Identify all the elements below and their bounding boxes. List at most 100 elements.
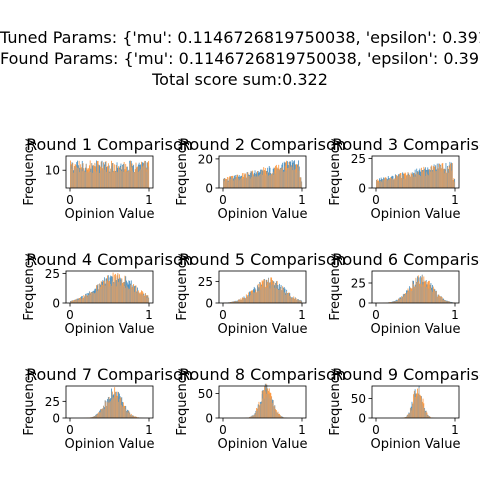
subplot-title: Round 3 Comparison xyxy=(332,135,480,154)
histogram-bar-overlap xyxy=(275,173,276,188)
histogram-bar-overlap xyxy=(127,287,129,303)
histogram-bar-overlap xyxy=(129,413,131,418)
histogram-bar-overlap xyxy=(145,293,146,303)
histogram-bar-overlap xyxy=(137,168,138,188)
histogram-bar-overlap xyxy=(264,279,265,303)
histogram-bar-overlap xyxy=(424,286,426,303)
histogram-bar-overlap xyxy=(298,170,300,188)
histogram-bar-overlap xyxy=(115,398,116,418)
histogram-bar-overlap xyxy=(118,170,120,188)
histogram-bar-overlap xyxy=(417,396,418,418)
histogram-bar-overlap xyxy=(252,415,254,418)
histogram-bar-overlap xyxy=(227,181,229,188)
histogram-bar-overlap xyxy=(239,300,241,303)
subplot-round-6: Round 6 Comparison Opinion Value Frequency… xyxy=(328,250,480,337)
histogram-bar-overlap xyxy=(277,412,279,418)
histogram-bar-overlap xyxy=(285,294,287,303)
histogram-bar-overlap xyxy=(239,177,241,188)
histogram-bar-overlap xyxy=(248,297,250,303)
histogram-bar-overlap xyxy=(452,180,454,188)
histogram-bar-overlap xyxy=(413,174,415,188)
histogram-bar-overlap xyxy=(98,165,100,188)
histogram-bar-overlap xyxy=(106,171,108,188)
histogram-bar-overlap xyxy=(275,169,277,188)
histogram-bar-overlap xyxy=(124,408,126,418)
histogram-bar-overlap xyxy=(422,171,424,188)
histogram-bar-overlap xyxy=(270,279,272,303)
histogram-bar-overlap xyxy=(252,291,254,303)
histogram-bar-overlap xyxy=(404,179,406,188)
histogram-bar-overlap xyxy=(236,175,238,188)
histogram-bar-overlap xyxy=(430,288,432,303)
subplot-title: Round 1 Comparison xyxy=(26,135,193,154)
histogram-bar-overlap xyxy=(282,417,284,418)
histogram-bar-overlap xyxy=(402,178,404,188)
histogram-bar-overlap xyxy=(281,290,283,303)
histogram-bar-overlap xyxy=(258,291,260,303)
histogram-bar-overlap xyxy=(128,170,130,188)
histogram-bar-overlap xyxy=(70,301,72,303)
histogram-bar-overlap xyxy=(89,167,91,188)
histogram-bar-overlap xyxy=(250,416,252,418)
histogram-bar-overlap xyxy=(77,167,78,188)
histogram-bar-overlap xyxy=(293,163,295,188)
histogram-bar-overlap xyxy=(295,172,297,188)
histogram-bar-overlap xyxy=(127,412,129,418)
histogram-bar-overlap xyxy=(409,290,411,303)
histogram-bar-overlap xyxy=(143,294,145,303)
y-axis-label: Frequency xyxy=(175,253,190,320)
histogram-bar-overlap xyxy=(427,174,429,188)
histogram-bar-overlap xyxy=(300,300,302,303)
histogram-bar-overlap xyxy=(145,297,147,303)
histogram-bar-overlap xyxy=(258,406,260,418)
histogram-bar-overlap xyxy=(421,396,422,418)
histogram-bar-overlap xyxy=(110,283,112,303)
histogram-bar-overlap xyxy=(435,171,437,188)
histogram-bar-overlap xyxy=(117,172,119,188)
histogram-bar-overlap xyxy=(135,163,137,188)
histogram-bar-overlap xyxy=(259,283,261,303)
histogram-bar-overlap xyxy=(105,278,107,303)
histogram-bar-overlap xyxy=(283,171,285,188)
histogram-bar-overlap xyxy=(267,287,269,303)
histogram-bar-overlap xyxy=(73,300,75,303)
histogram-bar-overlap xyxy=(423,280,425,303)
histogram-bar-overlap xyxy=(275,283,276,303)
histogram-bar-overlap xyxy=(238,301,239,303)
subplot-round-1: Round 1 Comparison Opinion Value Frequency… xyxy=(22,135,193,222)
histogram-bar-overlap xyxy=(109,279,111,303)
histogram-bar-overlap xyxy=(77,299,78,303)
histogram-bar-overlap xyxy=(111,285,112,303)
histogram-bar-overlap xyxy=(81,299,82,303)
histogram-bar-overlap xyxy=(91,292,93,303)
histogram-bar-overlap xyxy=(413,392,415,418)
histogram-bar-overlap xyxy=(255,411,257,418)
histogram-bar-overlap xyxy=(101,166,103,188)
histogram-bar-overlap xyxy=(434,290,436,303)
histogram-bar-overlap xyxy=(263,398,265,418)
histogram-bar-overlap xyxy=(405,295,407,303)
histogram-bar-overlap xyxy=(106,280,108,303)
histogram-bar-overlap xyxy=(100,288,102,303)
histogram-bar-overlap xyxy=(114,172,116,188)
histogram-bar-overlap xyxy=(142,294,144,303)
x-axis-label: Opinion Value xyxy=(218,207,308,222)
histogram-bar-overlap xyxy=(242,178,244,188)
histogram-bar-overlap xyxy=(112,398,114,418)
histogram-bar-overlap xyxy=(261,287,263,303)
x-tick-label: 1 xyxy=(145,193,153,207)
histogram-bar-overlap xyxy=(273,174,275,188)
histogram-bar-overlap xyxy=(417,174,418,188)
histogram-bar-overlap xyxy=(134,172,136,188)
histogram-bar-overlap xyxy=(391,302,393,303)
histogram-bar-overlap xyxy=(406,415,408,418)
histogram-bar-overlap xyxy=(100,170,101,188)
x-tick-label: 0 xyxy=(66,423,74,437)
histogram-bar-overlap xyxy=(78,164,80,188)
histogram-bar-overlap xyxy=(280,416,282,418)
histogram-bar-overlap xyxy=(108,168,110,188)
histogram-bar-overlap xyxy=(110,169,112,188)
histogram-bar-overlap xyxy=(119,280,121,303)
histogram-bar-overlap xyxy=(397,176,399,188)
y-tick-label: 0 xyxy=(358,182,366,196)
